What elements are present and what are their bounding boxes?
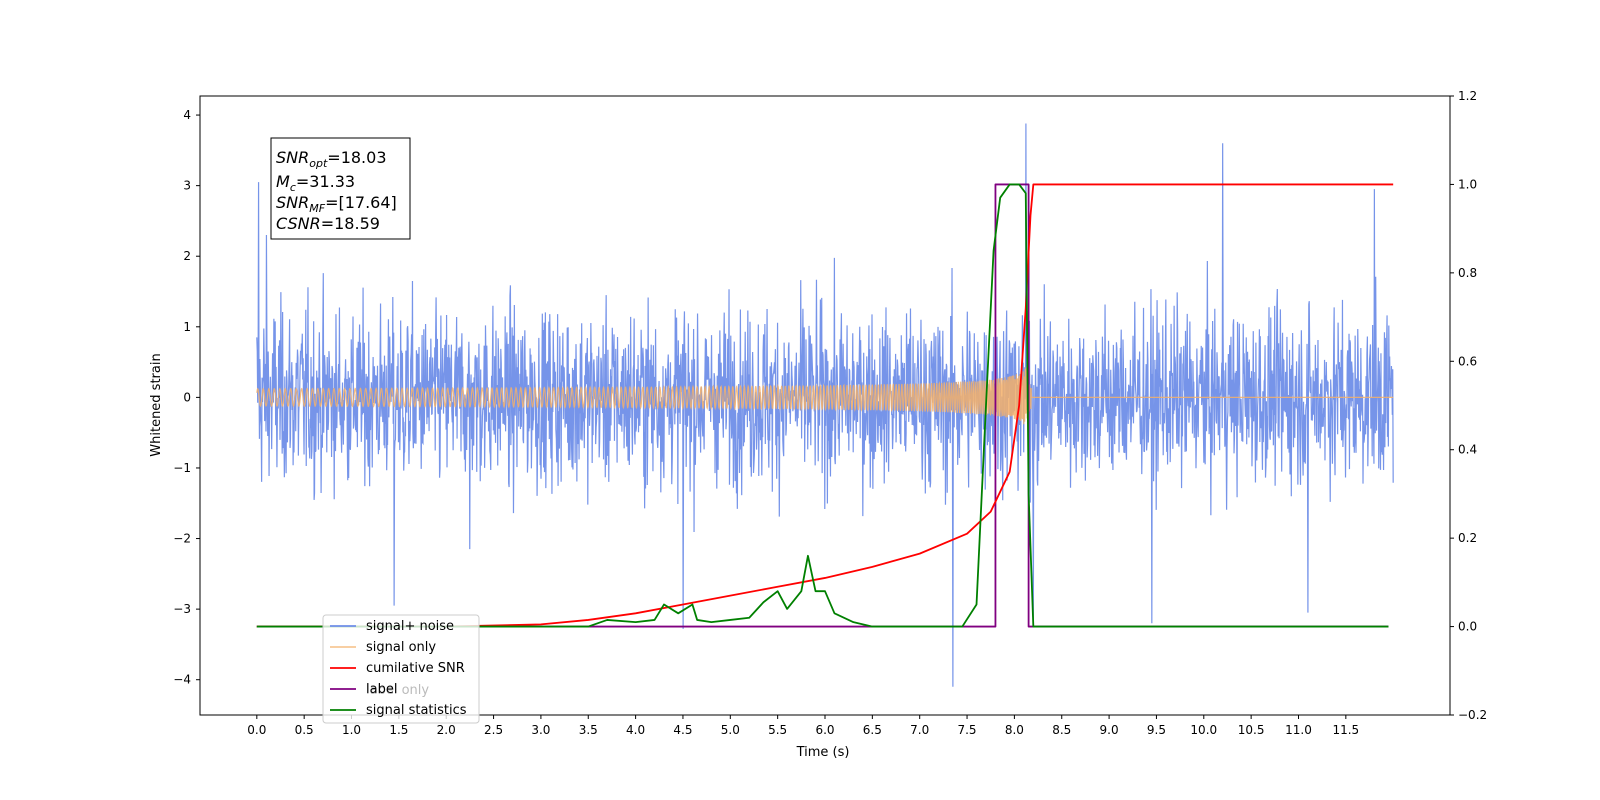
x-tick-label: 3.5 [579,723,598,737]
legend-label: signal+ noise [366,619,454,634]
y-tick-label: 0 [183,390,191,404]
series-signal-statistics [256,183,1389,628]
y2-tick-label: 0.6 [1458,354,1477,368]
x-axis-ticks: 0.0 0.5 1.0 1.5 2.0 2.5 3.0 3.5 4.0 4.5 5.0 5.5 6.0 6… [247,715,1359,737]
x-tick-label: 5.0 [721,723,740,737]
annotation-snr-opt: SNRopt=18.03 [276,148,387,170]
x-tick-label: 1.0 [342,723,361,737]
series-cumulative-snr [256,183,1394,628]
x-tick-label: 11.5 [1332,723,1359,737]
y-tick-label: −3 [173,602,191,616]
y2-tick-label: 0.2 [1458,531,1477,545]
x-tick-label: 6.0 [815,723,834,737]
y2-axis-ticks: 1.2 1.0 0.8 0.6 0.4 0.2 0.0 −0.2 [1450,89,1487,722]
plot-area [256,123,1394,687]
x-tick-label: 2.0 [437,723,456,737]
series-signal-noise [256,123,1394,687]
y-axis-ticks: 4 3 2 1 0 −1 −2 −3 −4 [173,108,200,687]
x-tick-label: 10.0 [1190,723,1217,737]
annotation-mc: Mc=31.33 [276,172,355,194]
y2-tick-label: 1.0 [1458,177,1477,191]
y-tick-label: −1 [173,461,191,475]
x-tick-label: 5.5 [768,723,787,737]
x-tick-label: 0.0 [247,723,266,737]
x-tick-label: 10.5 [1238,723,1265,737]
legend-label: signal statistics [366,703,467,718]
x-tick-label: 4.0 [626,723,645,737]
x-tick-label: 9.0 [1100,723,1119,737]
x-tick-label: 4.5 [673,723,692,737]
annotation-csnr: CSNR=18.59 [276,214,380,233]
x-tick-label: 9.5 [1147,723,1166,737]
y2-tick-label: 0.0 [1458,620,1477,634]
x-tick-label: 0.5 [295,723,314,737]
x-tick-label: 6.5 [863,723,882,737]
y2-tick-label: 0.4 [1458,443,1477,457]
annotation-frame [270,137,411,240]
x-tick-label: 3.0 [531,723,550,737]
x-tick-label: 1.5 [389,723,408,737]
x-axis-label: Time (s) [796,745,850,760]
y-tick-label: 3 [183,179,191,193]
y-tick-label: 2 [183,249,191,263]
y-axis-label: Whitened strain [149,353,164,456]
legend-frame [322,614,480,724]
x-tick-label: 7.0 [910,723,929,737]
x-tick-label: 2.5 [484,723,503,737]
legend-items: signal+ noise signal only cumilative SNR la… [330,619,467,718]
y2-tick-label: 0.8 [1458,266,1477,280]
y-tick-label: 1 [183,320,191,334]
y-tick-label: −2 [173,532,191,546]
legend-label: label [366,682,397,697]
x-tick-label: 7.5 [957,723,976,737]
x-tick-label: 11.0 [1285,723,1312,737]
legend-hidden-text: label only [366,683,429,698]
y-tick-label: 4 [183,108,191,122]
legend: label only signal+ noise signal only cumil… [322,614,480,724]
y-tick-label: −4 [173,673,191,687]
x-tick-label: 8.0 [1005,723,1024,737]
y2-tick-label: 1.2 [1458,89,1477,103]
legend-label: signal only [366,640,436,655]
annotation-box: SNRopt=18.03 Mc=31.33 SNRMF=[17.64] CSNR… [270,137,411,240]
legend-label: cumilative SNR [366,661,465,676]
series-signal-only [256,366,1394,431]
x-tick-label: 8.5 [1052,723,1071,737]
annotation-snr-mf: SNRMF=[17.64] [276,193,397,215]
y2-tick-label: −0.2 [1458,708,1487,722]
